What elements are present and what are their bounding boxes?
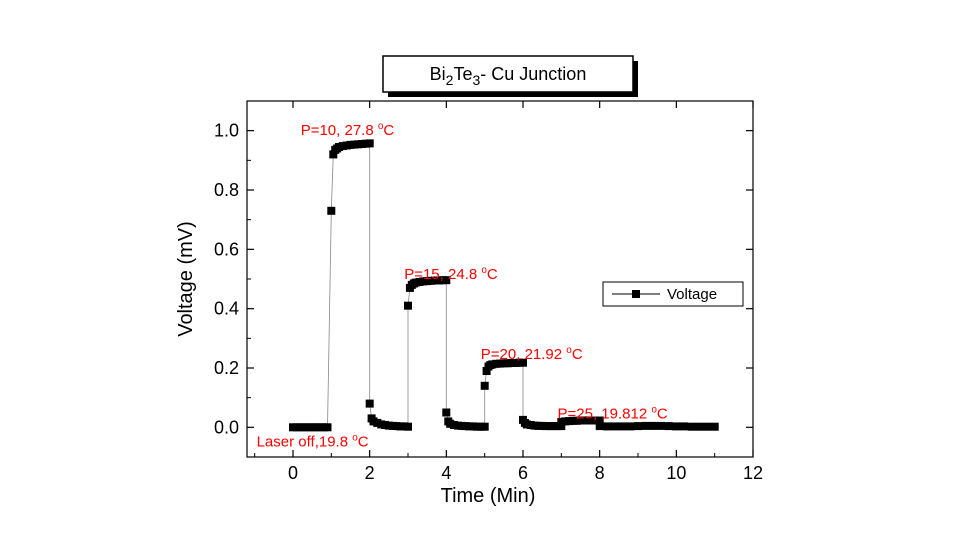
x-tick-label: 6 xyxy=(518,463,528,483)
y-tick-label: 0.6 xyxy=(214,239,239,259)
annotation-label: P=10, 27.8 oC xyxy=(301,121,395,139)
legend: Voltage xyxy=(602,281,744,307)
plot-frame xyxy=(246,100,754,458)
chart-title-box: Bi2Te3- Cu Junction xyxy=(382,55,638,97)
data-point xyxy=(618,422,627,431)
title-part-c: - Cu Junction xyxy=(480,64,586,84)
data-point xyxy=(557,422,566,431)
y-tick-label: 1.0 xyxy=(214,121,239,141)
data-point xyxy=(641,421,650,430)
data-point xyxy=(664,422,673,431)
data-point xyxy=(404,422,412,431)
data-point xyxy=(329,150,338,159)
series-layer xyxy=(289,139,719,432)
data-point xyxy=(323,423,332,432)
data-point xyxy=(611,422,619,431)
y-tick-label: 0.4 xyxy=(214,299,239,319)
data-point xyxy=(710,422,719,431)
x-tick-label: 10 xyxy=(666,463,686,483)
data-point xyxy=(595,422,604,431)
data-point xyxy=(442,276,451,285)
data-point xyxy=(649,421,658,430)
x-tick-label: 8 xyxy=(595,463,605,483)
data-point xyxy=(519,358,527,367)
x-tick-label: 2 xyxy=(365,463,375,483)
y-axis: 0.0 0.2 0.4 0.6 0.8 1.0 xyxy=(214,100,753,458)
title-part-b: Te xyxy=(453,64,472,84)
data-point xyxy=(442,408,451,417)
data-point xyxy=(603,422,612,431)
annotation-label: Laser off,19.8 oC xyxy=(257,433,369,451)
y-tick-label: 0.2 xyxy=(214,358,239,378)
annotation-label: P=25, 19.812 oC xyxy=(558,404,668,422)
x-axis-title: Time (Min) xyxy=(441,485,536,507)
data-point xyxy=(327,206,336,215)
data-point xyxy=(595,416,604,425)
y-axis-title: Voltage (mV) xyxy=(175,221,197,337)
data-point xyxy=(626,422,635,431)
x-tick-label: 4 xyxy=(441,463,451,483)
data-point xyxy=(703,422,711,431)
data-point xyxy=(480,381,489,390)
title-sub-b: 3 xyxy=(472,72,480,88)
data-point xyxy=(634,422,642,431)
annotation-layer: P=10, 27.8 oC P=15, 24.8 oC P=20, 21.92 oC… xyxy=(257,121,668,451)
title-frame xyxy=(382,55,634,93)
data-point xyxy=(480,422,489,431)
annotation-label: P=15, 24.8 oC xyxy=(404,265,498,283)
chart-title: Bi2Te3- Cu Junction xyxy=(430,64,587,88)
data-point xyxy=(695,422,704,431)
data-point xyxy=(365,139,374,148)
title-sub-a: 2 xyxy=(446,72,454,88)
title-part-a: Bi xyxy=(430,64,446,84)
x-tick-label: 0 xyxy=(288,463,298,483)
x-tick-label: 12 xyxy=(743,463,763,483)
data-point xyxy=(365,399,374,408)
data-point xyxy=(404,301,412,310)
data-point xyxy=(482,367,491,375)
legend-marker xyxy=(632,290,640,298)
data-point xyxy=(657,421,665,430)
y-tick-label: 0.8 xyxy=(214,180,239,200)
data-point xyxy=(687,422,696,431)
legend-label: Voltage xyxy=(667,286,717,303)
data-point xyxy=(672,422,681,431)
y-tick-label: 0.0 xyxy=(214,417,239,437)
x-axis: 0 2 4 6 8 10 12 xyxy=(254,101,763,483)
data-point xyxy=(680,422,688,431)
annotation-label: P=20, 21.92 oC xyxy=(481,345,583,363)
